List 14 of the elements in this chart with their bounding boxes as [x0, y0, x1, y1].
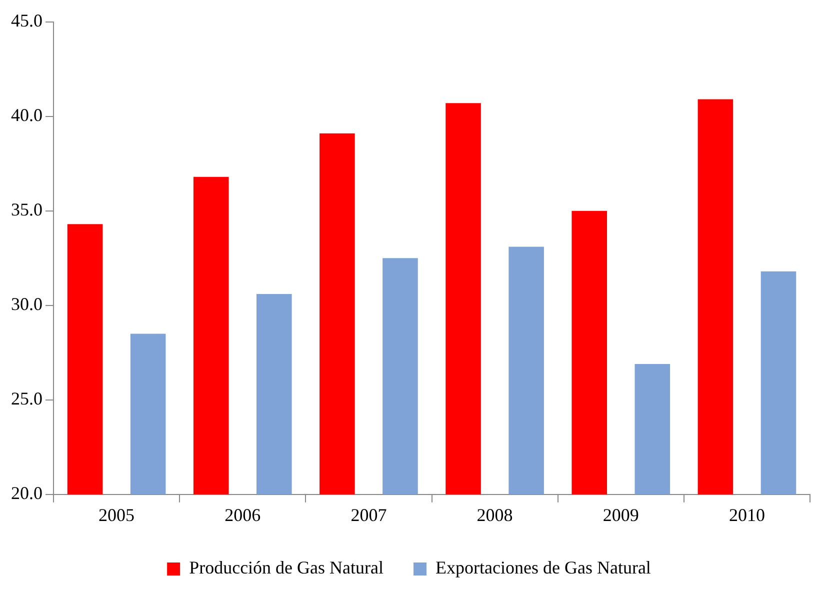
x-tick-label: 2010	[728, 504, 765, 525]
y-tick-label: 25.0	[11, 388, 42, 409]
x-tick-label: 2009	[602, 504, 639, 525]
y-tick-label: 35.0	[11, 200, 42, 220]
y-tick-label: 20.0	[11, 483, 42, 504]
legend-label: Exportaciones de Gas Natural	[436, 558, 651, 578]
x-tick-label: 2005	[98, 504, 135, 525]
y-tick-label: 40.0	[11, 105, 42, 126]
x-tick-label: 2006	[224, 504, 261, 525]
x-tick-label: 2008	[476, 504, 513, 525]
legend-label: Producción de Gas Natural	[189, 558, 384, 578]
y-tick-label: 30.0	[11, 294, 42, 314]
x-tick-label: 2007	[350, 504, 387, 525]
y-tick-label: 45.0	[11, 10, 42, 31]
